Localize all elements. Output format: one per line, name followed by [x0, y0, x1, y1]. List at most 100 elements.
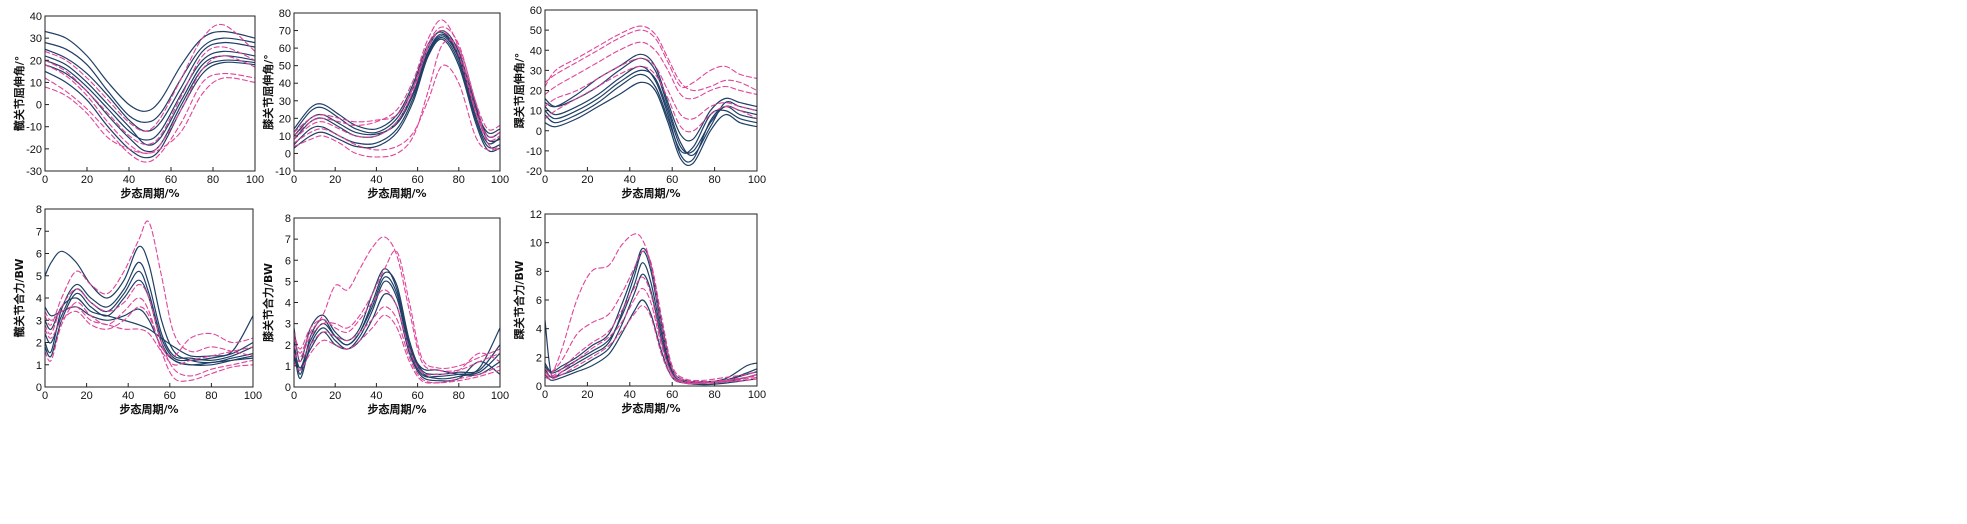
dashed-series-line-9: [294, 39, 500, 158]
x-tick-label: 20: [80, 390, 92, 402]
x-tick-label: 0: [42, 174, 48, 186]
x-tick-label: 100: [748, 174, 766, 186]
y-tick-label: 0: [36, 100, 42, 112]
solid-series-line-7: [45, 37, 255, 123]
y-tick-label: 1: [36, 360, 42, 372]
y-tick-label: 8: [285, 213, 291, 225]
x-tick-label: 40: [370, 174, 382, 186]
x-tick-label: 80: [453, 174, 465, 186]
solid-series-line-5: [294, 276, 500, 377]
x-tick-label: 0: [542, 389, 548, 401]
x-axis-label: 步态周期/%: [367, 186, 426, 200]
x-tick-label: 40: [370, 390, 382, 402]
x-tick-label: 40: [624, 174, 636, 186]
plot-frame: [293, 12, 501, 172]
dashed-series-line-10: [45, 23, 255, 132]
solid-series-line-4: [545, 81, 757, 167]
x-tick-label: 60: [165, 174, 177, 186]
x-tick-label: 20: [329, 390, 341, 402]
y-tick-label: 6: [536, 295, 542, 307]
x-tick-label: 0: [542, 174, 548, 186]
y-tick-label: 30: [30, 33, 42, 45]
series-group: [545, 233, 757, 386]
dashed-series-line-8: [545, 41, 757, 100]
y-tick-label: -30: [26, 166, 42, 178]
dashed-series-line-11: [45, 55, 255, 154]
y-tick-label: 10: [30, 77, 42, 89]
solid-series-line-5: [545, 53, 757, 142]
y-tick-label: 0: [536, 126, 542, 138]
y-tick-label: 0: [536, 381, 542, 393]
plot-frame: [44, 15, 256, 172]
y-tick-label: 10: [279, 131, 291, 143]
x-tick-label: 60: [666, 174, 678, 186]
dashed-series-line-11: [294, 30, 500, 142]
solid-series-line-5: [45, 55, 255, 146]
dashed-series-line-9: [545, 276, 757, 384]
y-tick-label: 40: [530, 45, 542, 57]
dashed-series-line-12: [45, 77, 255, 154]
chart-panel-2: 0 20 40 60 80 100-1001020304050607080步态周期/%膝关…: [261, 8, 509, 200]
x-axis-label: 步态周期/%: [119, 402, 178, 416]
dashed-series-line-7: [45, 220, 253, 357]
solid-series-line-1: [45, 245, 253, 364]
y-tick-label: 40: [30, 11, 42, 23]
y-tick-label: 50: [530, 25, 542, 37]
x-tick-label: 40: [123, 174, 135, 186]
dashed-series-line-9: [545, 29, 757, 89]
y-tick-label: 20: [30, 55, 42, 67]
dashed-series-line-9: [45, 72, 255, 163]
y-axis-label: 踝关节合力/BW: [512, 261, 526, 340]
x-tick-label: 0: [42, 390, 48, 402]
dashed-series-line-8: [294, 306, 500, 384]
x-tick-label: 60: [666, 389, 678, 401]
y-tick-label: 4: [36, 293, 42, 305]
x-tick-label: 40: [122, 390, 134, 402]
y-tick-label: 80: [279, 8, 291, 20]
solid-series-line-2: [294, 36, 500, 149]
y-axis-label: 髋关节合力/BW: [12, 259, 26, 338]
y-tick-label: 7: [285, 234, 291, 246]
dashed-series-line-6: [294, 236, 500, 372]
y-tick-label: 30: [279, 96, 291, 108]
y-tick-label: -10: [275, 166, 291, 178]
dashed-series-line-9: [294, 289, 500, 376]
dashed-series-line-10: [545, 287, 757, 385]
dashed-series-line-7: [545, 250, 757, 382]
x-tick-label: 20: [329, 174, 341, 186]
dashed-series-line-10: [45, 297, 253, 382]
dashed-series-line-10: [294, 26, 500, 133]
dashed-series-line-7: [294, 250, 500, 370]
x-tick-label: 100: [491, 174, 509, 186]
dashed-series-line-7: [545, 25, 757, 92]
y-tick-label: 6: [285, 255, 291, 267]
series-group: [294, 19, 500, 158]
x-tick-label: 80: [207, 174, 219, 186]
solid-series-line-4: [45, 30, 255, 112]
y-tick-label: 10: [530, 238, 542, 250]
solid-series-line-6: [45, 270, 253, 362]
y-tick-label: 60: [279, 43, 291, 55]
y-tick-label: 50: [279, 61, 291, 73]
series-group: [294, 236, 500, 384]
x-tick-label: 0: [291, 390, 297, 402]
x-tick-label: 20: [581, 174, 593, 186]
series-group: [545, 25, 757, 167]
y-tick-label: 5: [285, 276, 291, 288]
x-tick-label: 80: [453, 390, 465, 402]
solid-series-line-3: [545, 247, 757, 383]
y-tick-label: 0: [36, 382, 42, 394]
x-tick-label: 60: [164, 390, 176, 402]
y-tick-label: 1: [285, 361, 291, 373]
y-tick-label: 0: [285, 382, 291, 394]
y-axis-label: 踝关节屈伸角/°: [512, 53, 526, 129]
solid-series-line-2: [545, 73, 757, 154]
y-tick-label: 8: [536, 266, 542, 278]
x-axis-label: 步态周期/%: [120, 186, 179, 200]
dashed-series-line-11: [545, 57, 757, 120]
solid-series-line-5: [545, 262, 757, 384]
x-tick-label: 80: [708, 174, 720, 186]
y-tick-label: 40: [279, 78, 291, 90]
chart-panel-5: 0 20 40 60 80 100 0 1 2 3 4 5 6 7 8 步态周期/% 膝关节合力/BW: [261, 213, 509, 416]
solid-series-line-4: [545, 299, 757, 386]
